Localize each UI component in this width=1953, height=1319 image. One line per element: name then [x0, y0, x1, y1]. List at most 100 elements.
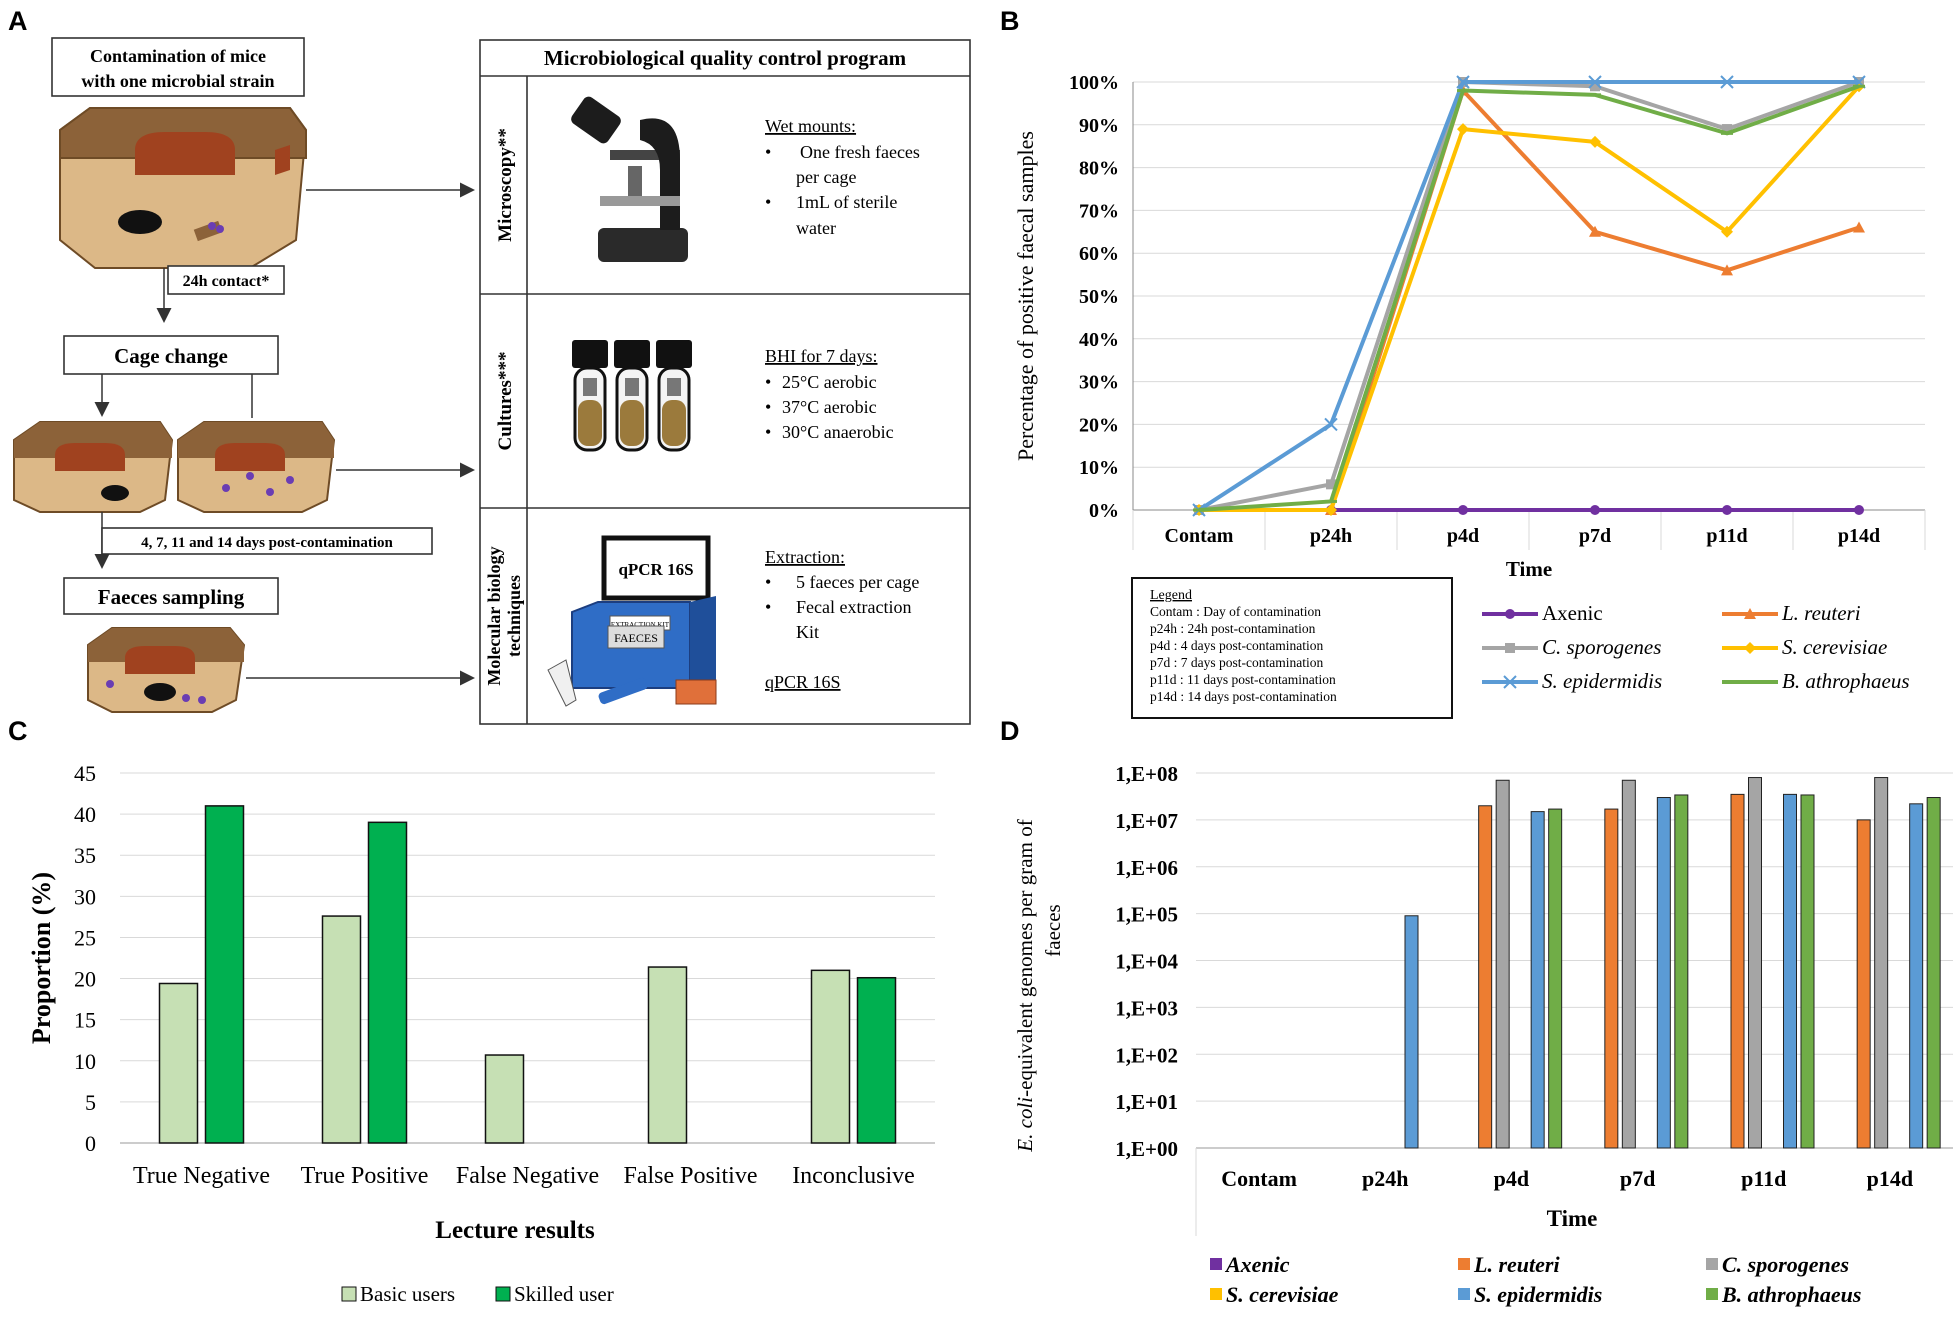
mouse-icon [101, 485, 129, 501]
panel-b-x-tick-label: p11d [1706, 525, 1747, 547]
days-label: 4, 7, 11 and 14 days post-contamination [141, 535, 393, 551]
program-table [479, 39, 971, 725]
bar-basic-users [484, 1054, 525, 1144]
series-line-c-sporogenes [1198, 80, 1860, 512]
panel-b-y-tick-label: 100% [1069, 72, 1119, 94]
cage-change-box [63, 335, 279, 375]
legend-swatch-s-epidermidis [1458, 1288, 1470, 1300]
panel-d-y-tick-label: 1,E+03 [1115, 996, 1178, 1020]
molecular-line-3: Kit [796, 622, 819, 642]
panel-b-y-tick-label: 30% [1079, 372, 1119, 394]
faeces-sampling-label: Faeces sampling [98, 585, 245, 609]
molecular-heading: Extraction: [765, 547, 845, 567]
bar-b-athrophaeus [1926, 797, 1941, 1149]
molecular-line-2: Fecal extraction [796, 597, 911, 617]
data-point-s-epidermidis [1720, 75, 1734, 89]
bar-basic-users [810, 969, 851, 1144]
legend-marker-s-cerevisiae [1744, 642, 1756, 654]
panel-c-y-tick-label: 30 [74, 884, 96, 909]
bullet-icon: • [765, 422, 771, 442]
panel-d-y-axis-title: E. coli-equivalent genomes per gram of [1013, 819, 1037, 1152]
panel-c-y-tick-label: 20 [74, 967, 96, 992]
legend-label-axenic: Axenic [1224, 1252, 1290, 1277]
bar-c-sporogenes [1874, 777, 1889, 1149]
legend-label-s-cerevisiae: S. cerevisiae [1226, 1282, 1339, 1307]
data-point-c-sporogenes [1590, 81, 1600, 92]
bar-s-epidermidis [1404, 915, 1419, 1149]
legend-swatch-b-athrophaeus [1706, 1288, 1718, 1300]
time-legend-line: p7d : 7 days post-contamination [1150, 655, 1323, 670]
culture-tubes-icon [572, 340, 692, 452]
panel-d-y-tick-label: 1,E+08 [1115, 762, 1178, 786]
microscopy-label: Microscopy** [495, 128, 516, 242]
contact-label: 24h contact* [183, 273, 270, 290]
data-point-l-reuteri [1853, 221, 1865, 233]
panel-d-y-axis-title-2: faeces [1041, 904, 1065, 956]
monitor-label: qPCR 16S [618, 560, 693, 579]
data-point-s-cerevisiae [1325, 504, 1337, 516]
panel-c-y-tick-label: 0 [85, 1131, 96, 1156]
cage-illustration-2 [13, 421, 174, 513]
bar-s-epidermidis [1530, 811, 1545, 1149]
data-point-axenic [1854, 505, 1864, 515]
bullet-icon: • [765, 372, 771, 392]
bar-l-reuteri [1478, 805, 1493, 1149]
data-point-l-reuteri [1589, 225, 1601, 237]
legend-marker-s-epidermidis [1503, 675, 1517, 689]
legend-label-l-reuteri: L. reuteri [1781, 601, 1861, 625]
panel-b-y-tick-label: 90% [1079, 115, 1119, 137]
bar-s-epidermidis [1909, 803, 1924, 1149]
microscopy-line-3: 1mL of sterile [796, 192, 897, 212]
microscope-icon [571, 96, 688, 262]
data-point-c-sporogenes [1326, 479, 1336, 490]
panel-label-a: A [8, 6, 28, 36]
program-title: Microbiological quality control program [544, 46, 907, 70]
panel-c-y-tick-label: 40 [74, 802, 96, 827]
legend-label-axenic: Axenic [1542, 601, 1603, 625]
panel-b-y-tick-label: 40% [1079, 329, 1119, 351]
legend-swatch-basic-users [341, 1286, 357, 1302]
panel-d-x-tick-label: p24h [1362, 1166, 1408, 1191]
panel-c-y-tick-label: 10 [74, 1049, 96, 1074]
data-point-s-epidermidis [1324, 417, 1338, 432]
legend-label-l-reuteri: L. reuteri [1473, 1252, 1560, 1277]
time-legend-line: p11d : 11 days post-contamination [1150, 672, 1336, 687]
panel-d-x-tick-label: p11d [1741, 1166, 1786, 1191]
cultures-line-3: 30°C anaerobic [782, 422, 894, 442]
faeces-sampling-box [63, 577, 279, 615]
panel-c-x-tick-label: False Negative [456, 1163, 599, 1189]
molecular-label-2: techniques [504, 575, 524, 657]
mouse-icon [144, 683, 176, 701]
series-line-s-epidermidis [1197, 80, 1859, 512]
cultures-heading: BHI for 7 days: [765, 346, 877, 366]
panel-c-x-tick-label: Inconclusive [792, 1163, 915, 1189]
data-point-s-cerevisiae [1457, 123, 1469, 136]
bar-s-epidermidis [1783, 793, 1797, 1149]
microscopy-heading: Wet mounts: [765, 116, 856, 136]
series-line-b-athrophaeus [1198, 84, 1860, 512]
panel-d-y-tick-label: 1,E+02 [1115, 1043, 1178, 1067]
panel-d-y-tick-label: 1,E+00 [1115, 1137, 1178, 1161]
molecular-footer: qPCR 16S [765, 672, 841, 692]
days-box [101, 527, 433, 555]
bar-l-reuteri [1856, 819, 1871, 1149]
panel-d-x-axis-title: Time [1547, 1206, 1598, 1231]
bar-skilled-user [204, 805, 245, 1144]
panel-c-x-tick-label: True Negative [133, 1163, 270, 1189]
legend-label-c-sporogenes: C. sporogenes [1722, 1252, 1849, 1277]
panel-b-x-tick-label: p24h [1310, 525, 1352, 547]
legend-marker-l-reuteri [1744, 608, 1756, 619]
panel-b-y-tick-label: 80% [1079, 158, 1119, 180]
panel-b-y-tick-label: 20% [1079, 414, 1119, 436]
panel-c-x-tick-label: False Positive [623, 1163, 757, 1189]
legend-label-s-cerevisiae: S. cerevisiae [1782, 635, 1887, 659]
bar-c-sporogenes [1621, 779, 1636, 1149]
bar-b-athrophaeus [1548, 808, 1563, 1149]
data-point-s-cerevisiae [1589, 135, 1601, 148]
bar-c-sporogenes [1495, 779, 1510, 1149]
microscopy-line-1: One fresh faeces [800, 142, 920, 162]
legend-marker-c-sporogenes [1505, 643, 1515, 653]
panel-d-y-tick-label: 1,E+06 [1115, 856, 1178, 880]
panel-d-y-tick-label: 1,E+05 [1115, 903, 1178, 927]
